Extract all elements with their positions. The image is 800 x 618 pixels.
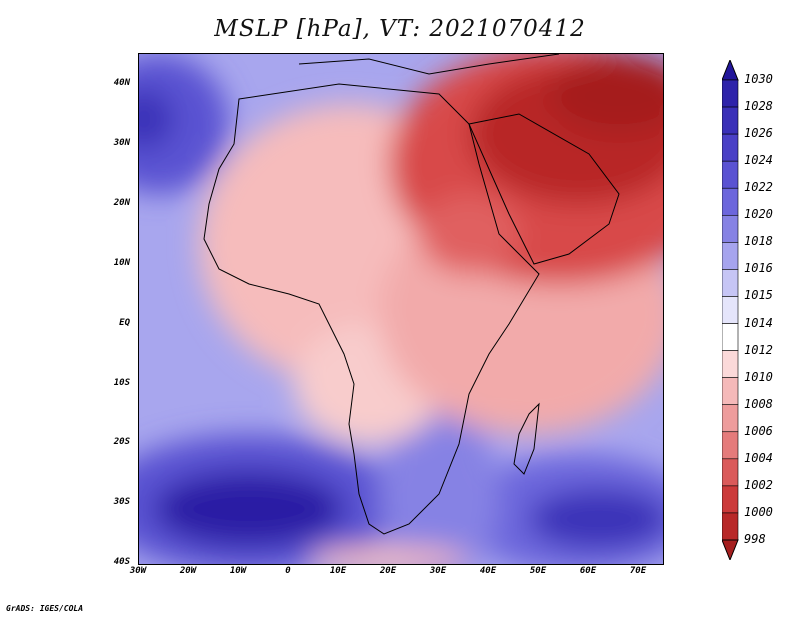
colorbar-label: 1018 <box>744 234 773 249</box>
europe-coastline <box>298 54 560 75</box>
colorbar-swatch <box>722 377 739 406</box>
map-panel <box>138 53 664 565</box>
colorbar-swatch <box>722 160 739 189</box>
colorbar-swatch <box>722 187 739 216</box>
pressure-field <box>139 54 663 564</box>
lat-label-40n: 40N <box>113 78 130 88</box>
colorbar-label: 1028 <box>744 99 773 114</box>
madagascar-coastline <box>513 402 540 475</box>
colorbar-swatch <box>722 79 739 108</box>
lon-label-70e: 70E <box>629 566 647 576</box>
colorbar-swatch <box>722 214 739 243</box>
colorbar-bottom-arrow <box>722 539 739 560</box>
pressure-shading <box>139 54 663 564</box>
colorbar-label: 998 <box>744 532 766 546</box>
lat-label-20s: 20S <box>113 437 130 447</box>
colorbar-swatch <box>722 431 739 460</box>
lat-label-10n: 10N <box>113 258 130 268</box>
lon-label-50e: 50E <box>529 566 547 576</box>
colorbar-label: 1004 <box>744 450 773 465</box>
colorbar <box>722 60 739 560</box>
colorbar-label: 1015 <box>744 288 773 303</box>
colorbar-label: 1008 <box>744 396 773 411</box>
colorbar-label: 1012 <box>744 342 773 357</box>
colorbar-label: 1016 <box>744 261 773 276</box>
colorbar-swatch <box>722 323 739 351</box>
colorbar-label: 1006 <box>744 423 773 438</box>
lon-label-40e: 40E <box>479 566 497 576</box>
lon-label-0: 0 <box>285 566 291 576</box>
colorbar-label: 1026 <box>744 126 773 141</box>
lat-label-20n: 20N <box>113 198 130 208</box>
lon-label-20w: 20W <box>179 566 197 576</box>
colorbar-label: 1002 <box>744 477 773 492</box>
colorbar-swatch <box>722 106 739 135</box>
lat-label-30s: 30S <box>113 497 130 507</box>
colorbar-top-arrow <box>722 60 739 81</box>
colorbar-label: 1010 <box>744 369 773 384</box>
lat-label-40s: 40S <box>113 557 130 567</box>
lat-label-10s: 10S <box>113 378 130 388</box>
colorbar-label: 1022 <box>744 180 773 195</box>
colorbar-swatch <box>722 404 739 433</box>
colorbar-label: 1024 <box>744 153 773 168</box>
colorbar-swatch <box>722 296 739 324</box>
lat-label-30n: 30N <box>113 138 130 148</box>
grads-credit: GrADS: IGES/COLA <box>6 604 84 613</box>
map-title: MSLP [hPa], VT: 2021070412 <box>214 16 586 42</box>
lon-label-20e: 20E <box>379 566 397 576</box>
lat-label-eq: EQ <box>119 318 130 328</box>
colorbar-label: 1000 <box>744 504 773 519</box>
colorbar-label: 1014 <box>744 315 773 330</box>
colorbar-swatch <box>722 242 739 270</box>
africa-coastline <box>203 83 540 535</box>
colorbar-label: 1030 <box>744 72 773 86</box>
colorbar-swatch <box>722 485 739 514</box>
lon-label-10w: 10W <box>229 566 247 576</box>
arabia-coastline <box>468 113 620 265</box>
colorbar-swatch <box>722 512 739 541</box>
colorbar-swatch <box>722 133 739 162</box>
colorbar-swatch <box>722 458 739 487</box>
colorbar-swatch <box>722 350 739 378</box>
lon-label-10e: 10E <box>329 566 347 576</box>
lon-label-60e: 60E <box>579 566 597 576</box>
colorbar-label: 1020 <box>744 207 773 222</box>
lon-label-30w: 30W <box>129 566 147 576</box>
colorbar-swatch <box>722 269 739 297</box>
lon-label-30e: 30E <box>429 566 447 576</box>
